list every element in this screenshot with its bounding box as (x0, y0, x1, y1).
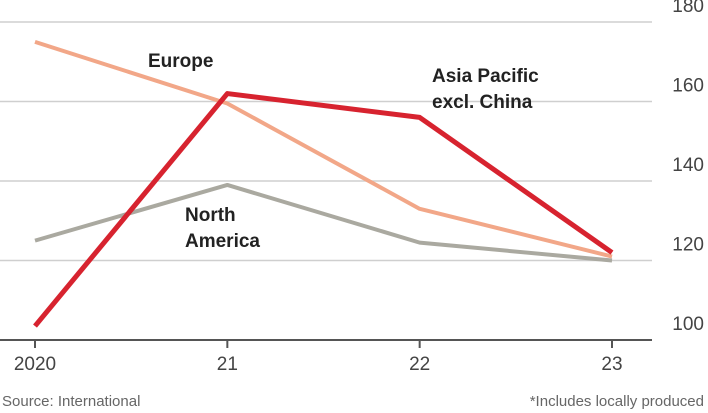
series-label: excl. China (432, 92, 533, 113)
x-tick-label: 21 (217, 354, 238, 375)
y-tick-label: 160 (672, 76, 704, 97)
series-label: America (185, 231, 260, 252)
y-tick-label: 120 (672, 235, 704, 256)
y-tick-label: 140 (672, 155, 704, 176)
source: Source: International (2, 393, 140, 410)
series-label: Europe (148, 51, 213, 72)
note: *Includes locally produced (530, 393, 704, 410)
y-tick-label: 100 (672, 314, 704, 335)
y-tick-label: 180 (672, 0, 704, 17)
x-tick-label: 2020 (14, 354, 56, 375)
x-tick-label: 22 (409, 354, 430, 375)
series-label: Asia Pacific (432, 66, 539, 87)
series-line (34, 39, 613, 259)
x-tick-label: 23 (601, 354, 622, 375)
series-line (33, 91, 614, 328)
series-label: North (185, 205, 236, 226)
